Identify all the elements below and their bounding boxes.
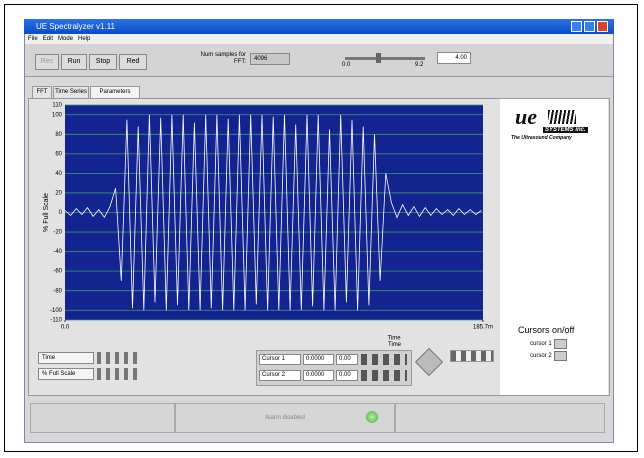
cursor-table-title: Time: [388, 342, 402, 348]
close-button[interactable]: [597, 21, 608, 32]
cursor-tools[interactable]: [361, 370, 407, 381]
cursor-toggle[interactable]: [554, 339, 567, 349]
cursor-cell[interactable]: 0.00: [336, 354, 358, 365]
menu-item[interactable]: Help: [78, 36, 91, 42]
cursor-cell[interactable]: Cursor 2: [259, 370, 301, 381]
scale-legend-row[interactable]: Time: [38, 352, 94, 364]
num-samples-field[interactable]: 4096: [250, 53, 290, 65]
run-button[interactable]: Run: [61, 54, 87, 70]
tab[interactable]: Parameters: [90, 86, 140, 98]
scale-legend-row[interactable]: % Full Scale: [38, 368, 94, 380]
slider-max: 9.2: [415, 62, 424, 68]
scale-tools[interactable]: [97, 352, 137, 364]
logo: ue: [515, 104, 537, 129]
frame: [4, 4, 638, 452]
slider-min: 0.0: [342, 62, 351, 68]
graph-tools[interactable]: [450, 350, 494, 362]
cursor-cell[interactable]: 0.0000: [303, 354, 334, 365]
cursor-toggle-title: Cursors on/off: [518, 325, 575, 335]
cursor-toggle-label: cursor 1: [530, 341, 552, 347]
scale-tools[interactable]: [97, 368, 137, 380]
cursor-tools[interactable]: [361, 354, 407, 365]
status-text: Alarm disabled: [175, 403, 395, 433]
company: SYSTEMS inc.: [543, 127, 588, 133]
menu-item[interactable]: File: [28, 36, 38, 42]
window-title: UE Spectralyzer v1.11: [36, 22, 115, 31]
status-section: [395, 403, 605, 433]
stop-button[interactable]: Stop: [89, 54, 117, 70]
tab[interactable]: Time Series: [53, 86, 89, 98]
num-samples-label: Num samples for FFT:: [200, 52, 246, 65]
status: Alarm disabled: [265, 415, 305, 421]
menu-item[interactable]: Mode: [58, 36, 74, 42]
cursor-toggle[interactable]: [554, 351, 567, 361]
tab[interactable]: FFT: [32, 86, 52, 98]
slider-value[interactable]: 4.00: [437, 52, 471, 64]
maximize-button[interactable]: [584, 21, 595, 32]
menu-item[interactable]: Edit: [42, 36, 54, 42]
alarm-led: [366, 411, 378, 423]
cursor-cell[interactable]: 0.0000: [303, 370, 334, 381]
slider-thumb[interactable]: [376, 53, 381, 63]
title-bar: UE Spectralyzer v1.11: [24, 19, 614, 34]
slider-track: [345, 57, 425, 60]
rec-button[interactable]: Rec: [35, 54, 59, 70]
cursor-cell[interactable]: Cursor 1: [259, 354, 301, 365]
red-button[interactable]: Red: [119, 54, 147, 70]
tagline: The Ultrasound Company: [511, 135, 572, 141]
cursor-toggle-label: cursor 2: [530, 353, 552, 359]
cursor-cell[interactable]: 0.00: [336, 370, 358, 381]
menu-bar: File Edit Mode Help: [25, 34, 613, 44]
status-section: [30, 403, 175, 433]
minimize-button[interactable]: [571, 21, 582, 32]
logo-stripes: [548, 110, 576, 124]
